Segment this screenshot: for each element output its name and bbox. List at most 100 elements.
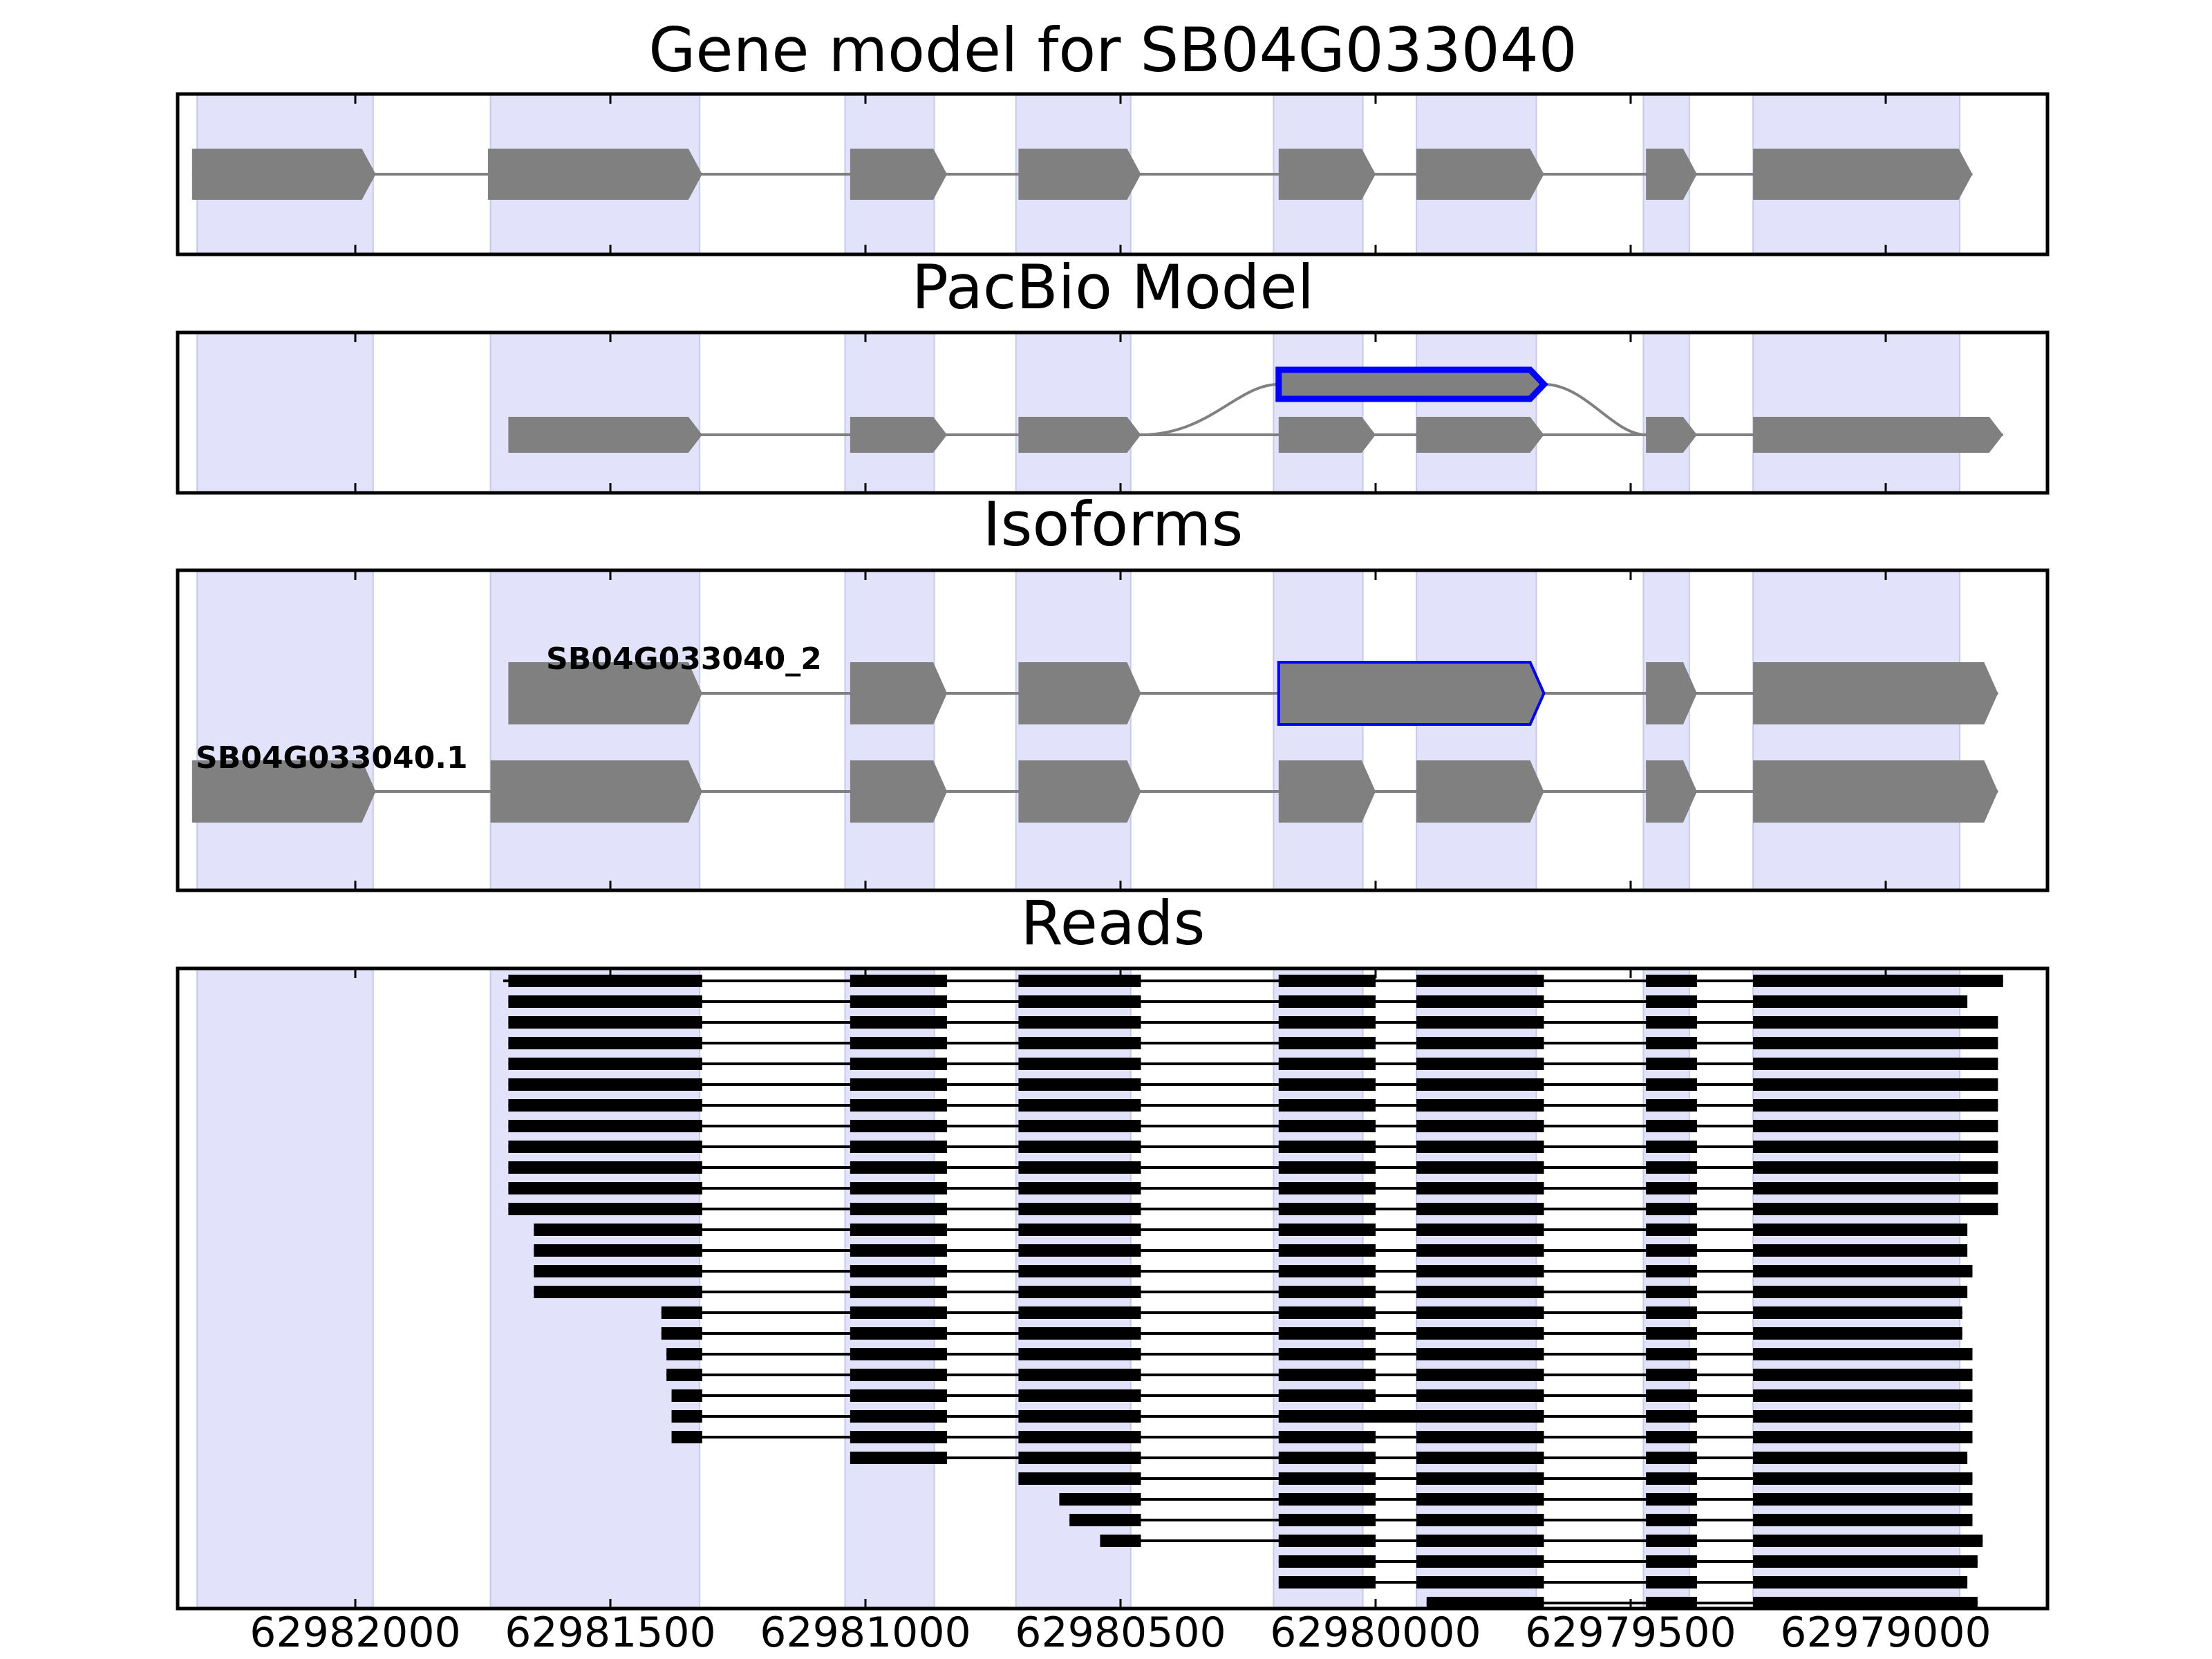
exon: [1646, 760, 1697, 823]
read-block: [1278, 1493, 1376, 1506]
x-tick-label: 62981000: [760, 1609, 971, 1657]
exon-band: [1416, 570, 1537, 891]
read-block: [1416, 1576, 1544, 1588]
read-block: [850, 1389, 948, 1402]
read-block: [850, 1348, 948, 1360]
read-block: [1646, 1472, 1697, 1485]
read-block: [1646, 1452, 1697, 1464]
read-block: [1753, 1244, 1968, 1257]
read-block: [1646, 1369, 1697, 1381]
isoform-label-2: SB04G033040_2: [546, 641, 822, 677]
exon-band: [489, 570, 701, 891]
read-block: [1753, 1576, 1968, 1588]
exon: [508, 417, 702, 453]
highlighted-exon: [1277, 661, 1546, 726]
exon: [1278, 760, 1376, 823]
read-block: [1646, 1514, 1697, 1526]
read-block: [1278, 1514, 1376, 1526]
gene-model-panel: [191, 93, 1973, 255]
read-block: [1278, 1078, 1376, 1091]
exon-band: [1416, 332, 1537, 494]
exon: [1278, 417, 1376, 453]
read-block: [1416, 1182, 1544, 1194]
read-block: [1646, 1141, 1697, 1153]
read-block: [1646, 1286, 1697, 1298]
x-tick-label: 62982000: [250, 1609, 460, 1657]
read-block: [1416, 1431, 1544, 1443]
read-block: [1018, 1099, 1141, 1112]
read-block: [850, 1161, 948, 1174]
exon-band: [844, 332, 935, 494]
read-block: [850, 1369, 948, 1381]
exon-band: [196, 570, 374, 891]
read-block: [1018, 1016, 1141, 1029]
read-block: [1018, 1161, 1141, 1174]
read-block: [1278, 1389, 1376, 1402]
read-block: [1416, 1348, 1544, 1360]
read-block: [1278, 1327, 1376, 1340]
read-block: [850, 1141, 948, 1153]
exon: [487, 149, 702, 200]
read-block: [1646, 1037, 1697, 1049]
read-block: [1278, 1472, 1376, 1485]
retained-intron-exon: [1275, 366, 1548, 402]
exon: [490, 760, 702, 823]
read-block: [508, 1099, 702, 1112]
read-block: [1278, 975, 1376, 987]
read-block: [850, 1327, 948, 1340]
read-block: [1018, 1472, 1141, 1485]
read-block: [508, 1120, 702, 1132]
read-block: [1416, 1224, 1544, 1236]
read-block: [508, 1161, 702, 1174]
read-block: [1278, 1555, 1376, 1568]
read-block: [1018, 1410, 1141, 1423]
read-block: [1646, 995, 1697, 1008]
read-block: [1753, 1037, 1998, 1049]
exon: [1018, 149, 1141, 200]
read-block: [1753, 995, 1968, 1008]
read-block: [1753, 1203, 1998, 1215]
pacbio-model-title: PacBio Model: [912, 252, 1314, 323]
read-block: [1646, 1058, 1697, 1070]
exon: [850, 149, 948, 200]
exon-band: [1015, 570, 1132, 891]
read-block: [1416, 1535, 1544, 1547]
read-block: [1416, 1078, 1544, 1091]
exon-band: [196, 332, 374, 494]
read-block: [850, 1058, 948, 1070]
read-block: [508, 975, 702, 987]
read-block: [850, 1265, 948, 1277]
exon: [850, 760, 948, 823]
read-block: [1416, 1265, 1544, 1277]
read-block: [1416, 1306, 1544, 1319]
read-block: [1018, 1037, 1141, 1049]
read-block: [1753, 1597, 1978, 1609]
read-block: [850, 1182, 948, 1194]
read-block: [850, 1286, 948, 1298]
read-block: [534, 1265, 702, 1277]
read-block: [1646, 1161, 1697, 1174]
read-block: [1059, 1493, 1141, 1506]
read-block: [1416, 1016, 1544, 1029]
read-block: [1646, 1327, 1697, 1340]
read-block: [1646, 1099, 1697, 1112]
read-block: [1646, 1535, 1697, 1547]
exon: [1753, 662, 1998, 724]
read-block: [508, 1203, 702, 1215]
exon-band: [196, 968, 374, 1609]
read-block: [850, 1078, 948, 1091]
reads-title: Reads: [1021, 888, 1206, 959]
read-block: [1753, 1327, 1962, 1340]
read-block: [1278, 1306, 1376, 1319]
read-block: [1278, 1141, 1376, 1153]
x-tick-label: 62980500: [1015, 1609, 1226, 1657]
read-block: [1753, 1182, 1998, 1194]
read-block: [850, 1016, 948, 1029]
exon: [1646, 662, 1697, 724]
gene-model-frame: [176, 92, 2050, 256]
read-block: [1646, 1431, 1697, 1443]
read-block: [1416, 1452, 1544, 1464]
read-block: [1018, 995, 1141, 1008]
read-block: [1018, 975, 1141, 987]
read-block: [1646, 1493, 1697, 1506]
